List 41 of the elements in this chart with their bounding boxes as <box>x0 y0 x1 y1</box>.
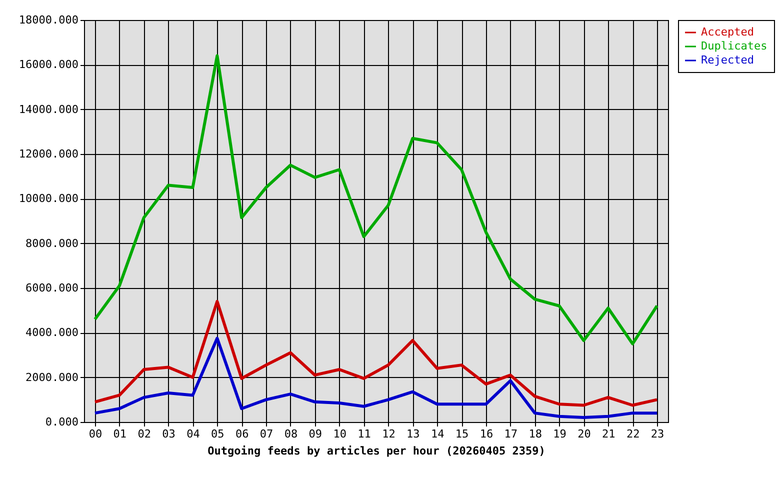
x-tick-label: 11 <box>358 428 371 440</box>
x-tick-label: 19 <box>553 428 566 440</box>
x-tick-label: 10 <box>333 428 346 440</box>
x-tick-label: 08 <box>284 428 298 440</box>
x-tick-label: 01 <box>113 428 127 440</box>
x-tick-label: 22 <box>626 428 640 440</box>
x-tick-label: 03 <box>162 428 176 440</box>
x-tick-label: 00 <box>88 428 102 440</box>
x-tick-label: 05 <box>211 428 224 440</box>
x-tick-label: 09 <box>308 428 322 440</box>
y-tick-label: 18000.000 <box>18 14 78 26</box>
y-tick-label: 0.000 <box>45 416 78 428</box>
x-tick-label: 06 <box>235 428 249 440</box>
x-tick-label: 17 <box>504 428 518 440</box>
x-tick-label: 07 <box>260 428 274 440</box>
x-tick-label: 21 <box>602 428 616 440</box>
x-tick-label: 23 <box>650 428 664 440</box>
x-tick-label: 04 <box>186 428 200 440</box>
x-tick-label: 18 <box>528 428 542 440</box>
y-tick-label: 2000.000 <box>26 370 78 384</box>
legend-label: Duplicates <box>701 40 768 52</box>
x-tick-label: 15 <box>455 428 469 440</box>
x-tick-label: 14 <box>430 428 445 440</box>
line-series <box>93 300 659 407</box>
x-tick-label: 13 <box>406 428 420 440</box>
line-series <box>93 336 659 420</box>
legend-label: Rejected <box>701 54 754 66</box>
x-tick-label: 20 <box>578 428 591 440</box>
x-axis-title: Outgoing feeds by articles per hour (20260405 2359) <box>208 444 546 458</box>
y-tick-label: 16000.000 <box>18 58 78 72</box>
y-tick-label: 14000.000 <box>18 102 78 116</box>
line-series <box>93 54 659 346</box>
x-tick-label: 02 <box>138 428 151 440</box>
y-tick-label: 6000.000 <box>26 282 78 294</box>
y-tick-label: 10000.000 <box>18 192 78 206</box>
legend-label: Accepted <box>701 26 754 38</box>
y-tick-label: 12000.000 <box>18 148 78 160</box>
x-tick-label: 16 <box>480 428 494 440</box>
y-tick-label: 8000.000 <box>26 236 78 250</box>
y-tick-label: 4000.000 <box>26 326 78 340</box>
x-tick-label: 12 <box>382 428 396 440</box>
